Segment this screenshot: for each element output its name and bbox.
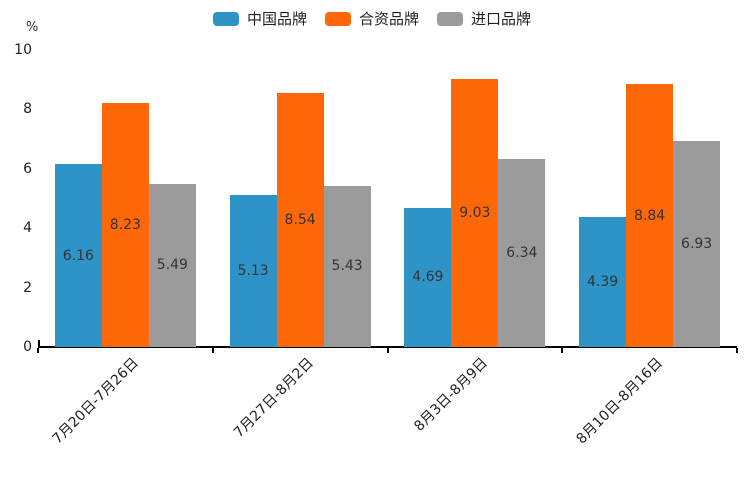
bar-中国品牌-7月27日-8月2日[interactable] bbox=[229, 194, 277, 347]
x-axis-category-label: 8月10日-8月16日 bbox=[573, 355, 666, 448]
y-axis-tick-label: 6 bbox=[23, 160, 32, 177]
y-axis-tick-label: 8 bbox=[23, 101, 32, 118]
bar-value-label: 4.39 bbox=[587, 273, 619, 290]
bar-value-label: 6.16 bbox=[62, 247, 94, 264]
bar-value-label: 6.34 bbox=[506, 244, 538, 261]
bar-合资品牌-8月10日-8月16日[interactable] bbox=[626, 84, 674, 347]
bar-value-label: 8.54 bbox=[284, 212, 316, 229]
bar-value-label: 6.93 bbox=[681, 236, 713, 253]
legend: 中国品牌 合资品牌 进口品牌 bbox=[0, 10, 744, 28]
y-axis-tick-label: 4 bbox=[23, 220, 32, 237]
legend-item-label: 合资品牌 bbox=[358, 10, 419, 28]
bar-value-label: 5.43 bbox=[331, 258, 363, 275]
bar-进口品牌-7月27日-8月2日[interactable] bbox=[323, 185, 371, 347]
legend-marker-icon bbox=[212, 12, 239, 26]
x-axis-line bbox=[38, 346, 737, 348]
legend-item-series-0[interactable]: 中国品牌 bbox=[212, 10, 307, 28]
legend-item-label: 进口品牌 bbox=[471, 10, 532, 28]
x-axis-category-label: 7月20日-7月26日 bbox=[49, 355, 142, 448]
x-axis-tick bbox=[736, 348, 738, 353]
bar-合资品牌-7月27日-8月2日[interactable] bbox=[276, 93, 324, 347]
bar-合资品牌-8月3日-8月9日[interactable] bbox=[451, 78, 499, 347]
bar-进口品牌-8月10日-8月16日[interactable] bbox=[673, 141, 721, 347]
x-axis-category-label: 7月27日-8月2日 bbox=[230, 355, 317, 441]
y-axis-tick-label: 10 bbox=[14, 42, 32, 58]
legend-marker-icon bbox=[437, 12, 463, 26]
bar-value-label: 5.13 bbox=[237, 262, 269, 279]
x-axis-tick bbox=[37, 348, 39, 353]
y-axis-tick-label: 0 bbox=[23, 339, 32, 355]
bar-value-label: 9.03 bbox=[459, 204, 491, 221]
bar-value-label: 8.23 bbox=[109, 216, 141, 233]
y-axis-unit-label: % bbox=[26, 20, 39, 35]
y-axis-tick-label: 2 bbox=[23, 279, 32, 296]
bar-value-label: 5.49 bbox=[156, 257, 188, 274]
bar-中国品牌-8月3日-8月9日[interactable] bbox=[404, 207, 452, 347]
legend-item-series-1[interactable]: 合资品牌 bbox=[324, 10, 419, 28]
bar-value-label: 8.84 bbox=[634, 207, 666, 224]
x-axis-tick bbox=[561, 348, 564, 353]
legend-item-label: 中国品牌 bbox=[246, 10, 307, 28]
legend-marker-icon bbox=[324, 12, 351, 26]
bar-进口品牌-8月3日-8月9日[interactable] bbox=[498, 158, 546, 347]
bar-value-label: 4.69 bbox=[412, 269, 444, 286]
bar-合资品牌-7月20日-7月26日[interactable] bbox=[101, 102, 149, 347]
x-axis-tick bbox=[211, 348, 214, 353]
x-axis-tick bbox=[386, 348, 389, 353]
y-axis-stub-tick bbox=[38, 340, 40, 347]
x-axis-category-label: 8月3日-8月9日 bbox=[411, 355, 492, 435]
bar-中国品牌-7月20日-7月26日[interactable] bbox=[54, 164, 102, 347]
bar-进口品牌-7月20日-7月26日[interactable] bbox=[148, 183, 196, 347]
legend-item-series-2[interactable]: 进口品牌 bbox=[437, 10, 531, 28]
bar-中国品牌-8月10日-8月16日[interactable] bbox=[579, 216, 627, 347]
